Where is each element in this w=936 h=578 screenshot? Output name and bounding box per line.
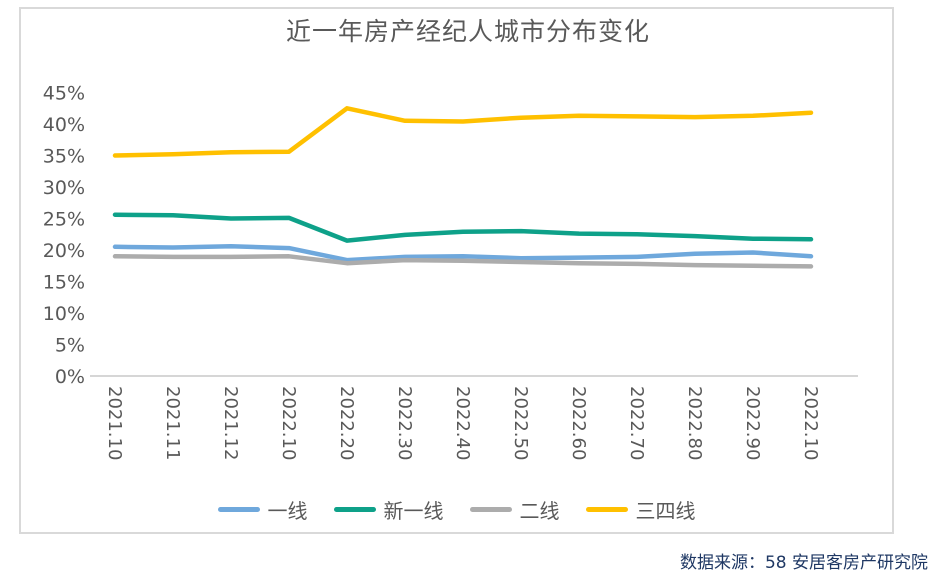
legend-label-tier1: 一线 [267,499,308,523]
legend-label-new-tier1: 新一线 [383,499,444,523]
legend: 一线 新一线 二线 三四线 [20,495,893,524]
legend-swatch-tier34 [585,507,628,512]
data-source-caption: 数据来源：58 安居客房产研究院 [679,553,928,573]
chart-frame [19,7,894,534]
legend-swatch-tier2 [469,507,512,512]
legend-label-tier2: 二线 [519,499,560,523]
legend-label-tier34: 三四线 [635,499,696,523]
legend-item-tier2: 二线 [469,495,560,524]
legend-item-tier34: 三四线 [585,495,696,524]
legend-item-tier1: 一线 [217,495,308,524]
chart-title: 近一年房产经纪人城市分布变化 [285,17,650,46]
legend-swatch-tier1 [217,507,260,512]
legend-swatch-new-tier1 [333,507,376,512]
legend-item-new-tier1: 新一线 [333,495,444,524]
